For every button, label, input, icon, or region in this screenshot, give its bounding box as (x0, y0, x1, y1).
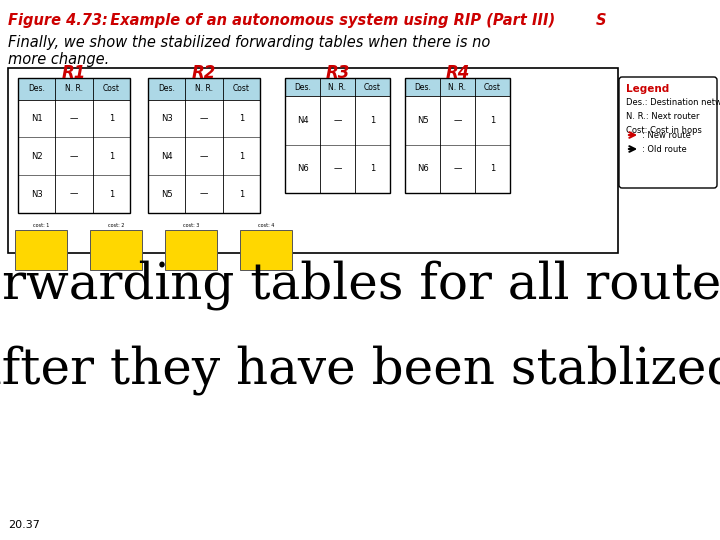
FancyBboxPatch shape (285, 78, 390, 97)
Text: 1: 1 (109, 114, 114, 123)
Text: N5: N5 (161, 190, 173, 199)
Text: Cost: Cost (103, 84, 120, 93)
Text: Des.: Des. (158, 84, 175, 93)
Text: 20.37: 20.37 (8, 520, 40, 530)
FancyBboxPatch shape (619, 77, 717, 188)
Text: N6: N6 (297, 164, 308, 173)
Text: cost: 2: cost: 2 (108, 223, 124, 228)
Text: Figure 4.73:: Figure 4.73: (8, 13, 108, 28)
Text: Forwarding tables for all routers: Forwarding tables for all routers (0, 260, 720, 310)
FancyBboxPatch shape (148, 78, 260, 99)
FancyBboxPatch shape (15, 230, 67, 270)
Text: Des.: Destination network: Des.: Destination network (626, 98, 720, 107)
Text: 1: 1 (239, 190, 244, 199)
Text: —: — (70, 152, 78, 161)
Text: —: — (333, 164, 342, 173)
Text: 1: 1 (239, 114, 244, 123)
Text: N. R.: N. R. (195, 84, 213, 93)
Text: N. R.: Next router: N. R.: Next router (626, 112, 700, 121)
Text: Legend: Legend (626, 84, 670, 94)
FancyBboxPatch shape (8, 68, 618, 253)
Text: N6: N6 (417, 164, 428, 173)
Text: after they have been stablized: after they have been stablized (0, 345, 720, 395)
FancyBboxPatch shape (405, 78, 510, 97)
Text: Finally, we show the stabilized forwarding tables when there is no: Finally, we show the stabilized forwardi… (8, 35, 490, 50)
Text: —: — (200, 152, 208, 161)
Text: —: — (70, 190, 78, 199)
Text: 1: 1 (109, 190, 114, 199)
Text: Cost: Cost in hops: Cost: Cost in hops (626, 126, 702, 135)
FancyBboxPatch shape (165, 230, 217, 270)
Text: more change.: more change. (8, 52, 109, 67)
Text: 1: 1 (239, 152, 244, 161)
Text: : New route: : New route (642, 131, 691, 139)
Text: cost: 3: cost: 3 (183, 223, 199, 228)
Text: cost: 1: cost: 1 (33, 223, 49, 228)
Text: N. R.: N. R. (328, 83, 346, 92)
Text: —: — (70, 114, 78, 123)
Text: N3: N3 (31, 190, 42, 199)
Text: N3: N3 (161, 114, 173, 123)
Text: Example of an autonomous system using RIP (Part III): Example of an autonomous system using RI… (100, 13, 555, 28)
Text: R2: R2 (192, 64, 216, 82)
Text: —: — (333, 116, 342, 125)
Text: 1: 1 (490, 164, 495, 173)
Text: Des.: Des. (294, 83, 311, 92)
Text: N5: N5 (417, 116, 428, 125)
Text: —: — (454, 116, 462, 125)
Text: Cost: Cost (233, 84, 250, 93)
Text: N. R.: N. R. (65, 84, 83, 93)
Text: 1: 1 (109, 152, 114, 161)
Text: Cost: Cost (364, 83, 381, 92)
Text: —: — (200, 190, 208, 199)
Text: —: — (200, 114, 208, 123)
FancyBboxPatch shape (240, 230, 292, 270)
Text: —: — (454, 164, 462, 173)
Text: N4: N4 (161, 152, 173, 161)
Text: S: S (596, 13, 606, 28)
Text: R1: R1 (62, 64, 86, 82)
Text: : Old route: : Old route (642, 145, 687, 153)
Text: N4: N4 (297, 116, 308, 125)
FancyBboxPatch shape (18, 78, 130, 99)
Text: R3: R3 (325, 64, 350, 82)
Text: R4: R4 (445, 64, 469, 82)
Text: 1: 1 (370, 164, 375, 173)
Text: N2: N2 (31, 152, 42, 161)
Text: N. R.: N. R. (449, 83, 467, 92)
Text: 1: 1 (370, 116, 375, 125)
Text: Des.: Des. (28, 84, 45, 93)
Text: 1: 1 (490, 116, 495, 125)
Text: N1: N1 (31, 114, 42, 123)
FancyBboxPatch shape (90, 230, 142, 270)
Text: cost: 4: cost: 4 (258, 223, 274, 228)
Text: Cost: Cost (484, 83, 501, 92)
Text: Des.: Des. (414, 83, 431, 92)
